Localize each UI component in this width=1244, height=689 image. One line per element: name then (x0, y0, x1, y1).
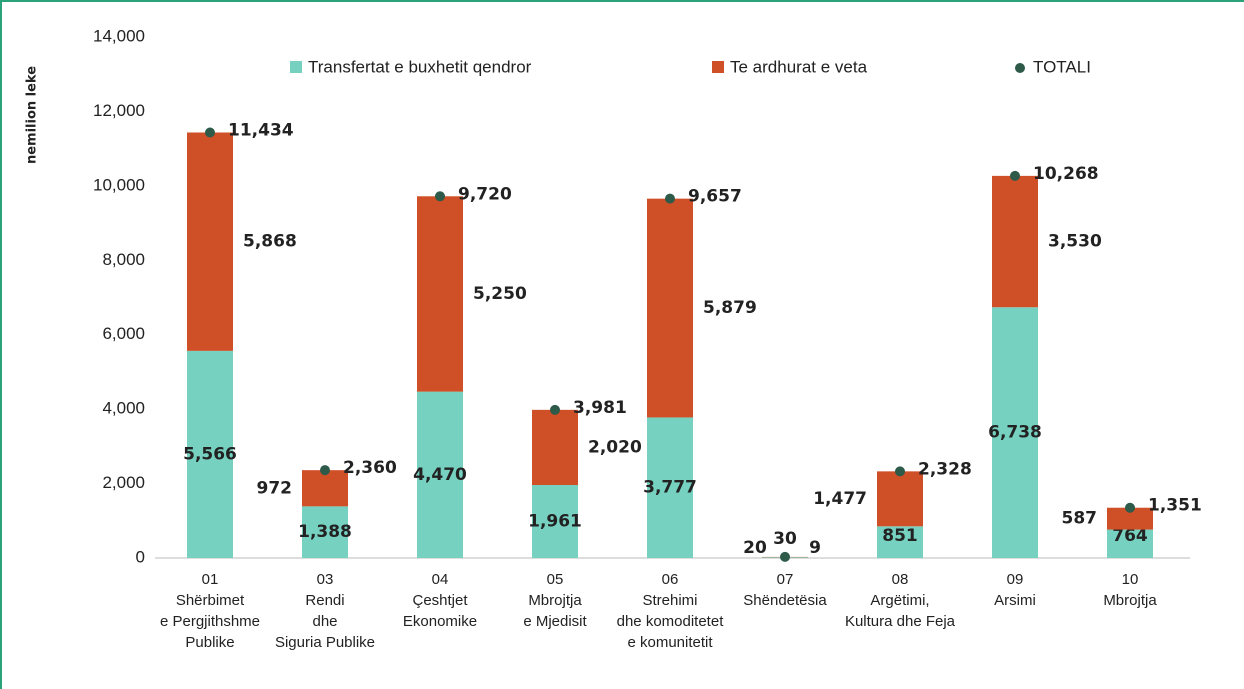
value-label: 1,477 (813, 489, 867, 509)
x-tick-label: 05 (547, 571, 564, 588)
total-label: 11,434 (228, 120, 294, 140)
x-tick-label: Publike (185, 634, 234, 651)
x-tick-label: 01 (202, 571, 219, 588)
x-tick-label: Çeshtjet (412, 592, 468, 609)
bar-segment (187, 132, 233, 351)
legend-label: Te ardhurat e veta (730, 57, 868, 76)
value-label: 5,879 (703, 298, 757, 318)
value-label: 5,868 (243, 232, 297, 252)
bar-segment (647, 417, 693, 558)
value-label: 587 (1062, 509, 1098, 529)
bar-segment (1107, 529, 1153, 558)
y-tick-label: 14,000 (93, 26, 145, 45)
bar-segment (187, 350, 233, 558)
x-tick-label: Mbrojtja (1103, 592, 1157, 609)
x-tick-label: e Pergjithshme (160, 613, 260, 630)
value-label: 3,777 (643, 478, 697, 498)
x-tick-label: dhe komoditetet (617, 613, 725, 630)
value-label: 5,566 (183, 444, 237, 464)
total-label: 9,720 (458, 184, 512, 204)
value-label: 5,250 (473, 284, 527, 304)
x-tick-label: Argëtimi, (870, 592, 929, 609)
bar-segment (992, 175, 1038, 308)
y-axis-label: nemilion leke (25, 66, 40, 164)
x-tick-label: e komunitetit (627, 634, 713, 651)
total-dot (320, 465, 330, 476)
x-tick-label: Arsimi (994, 592, 1036, 609)
legend-label: TOTALI (1033, 57, 1091, 76)
total-dot (435, 191, 445, 202)
bar-segment (417, 196, 463, 392)
value-label: 972 (257, 478, 293, 498)
bar-segment (302, 470, 348, 507)
bar-segment (992, 307, 1038, 558)
total-label: 9,657 (688, 187, 742, 207)
x-tick-label: Strehimi (642, 592, 697, 609)
total-label: 30 (773, 529, 797, 549)
x-tick-label: Shërbimet (176, 592, 245, 609)
legend-label: Transfertat e buxhetit qendror (308, 57, 532, 76)
total-label: 2,328 (918, 459, 972, 479)
bar-segment (1107, 507, 1153, 530)
y-tick-label: 0 (136, 547, 145, 566)
x-tick-label: dhe (312, 613, 337, 630)
x-tick-label: Rendi (305, 592, 344, 609)
x-tick-label: 06 (662, 571, 679, 588)
value-label: 1,388 (298, 522, 352, 542)
bar-segment (532, 485, 578, 558)
x-tick-label: 04 (432, 571, 449, 588)
legend-swatch (712, 61, 724, 73)
value-label: 9 (809, 538, 821, 558)
value-label: 851 (882, 526, 918, 546)
total-dot (1125, 502, 1135, 513)
y-tick-label: 6,000 (102, 324, 145, 343)
x-tick-label: Mbrojtja (528, 592, 582, 609)
y-tick-label: 4,000 (102, 399, 145, 418)
x-tick-label: 07 (777, 571, 794, 588)
value-label: 2,020 (588, 437, 642, 457)
y-tick-label: 2,000 (102, 473, 145, 492)
x-tick-label: Shëndetësia (743, 592, 827, 609)
total-dot (1010, 170, 1020, 181)
value-label: 4,470 (413, 465, 467, 485)
total-label: 1,351 (1148, 496, 1202, 516)
bar-segment (532, 409, 578, 486)
y-tick-label: 12,000 (93, 101, 145, 120)
bar-segment (417, 391, 463, 558)
x-tick-label: 08 (892, 571, 909, 588)
total-dot (205, 127, 215, 138)
total-dot (780, 551, 790, 562)
y-tick-label: 10,000 (93, 175, 145, 194)
x-tick-label: Siguria Publike (275, 634, 375, 651)
total-label: 3,981 (573, 398, 627, 418)
value-label: 764 (1112, 526, 1148, 546)
total-dot (550, 404, 560, 415)
x-tick-label: Ekonomike (403, 613, 477, 630)
total-label: 10,268 (1033, 164, 1099, 184)
bar-segment (647, 198, 693, 418)
x-tick-label: e Mjedisit (523, 613, 587, 630)
total-dot (895, 466, 905, 477)
x-tick-label: 10 (1122, 571, 1139, 588)
x-tick-label: 03 (317, 571, 334, 588)
bar-segment (877, 526, 923, 558)
value-label: 3,530 (1048, 232, 1102, 252)
x-tick-label: Kultura dhe Feja (845, 613, 956, 630)
y-tick-label: 8,000 (102, 250, 145, 269)
total-dot (665, 193, 675, 204)
legend-swatch (290, 61, 302, 73)
bar-segment (877, 471, 923, 527)
bar-segment (302, 506, 348, 558)
total-label: 2,360 (343, 458, 397, 478)
value-label: 1,961 (528, 512, 582, 532)
value-label: 20 (743, 538, 767, 558)
value-label: 6,738 (988, 423, 1042, 443)
legend-dot (1015, 63, 1025, 73)
x-tick-label: 09 (1007, 571, 1024, 588)
